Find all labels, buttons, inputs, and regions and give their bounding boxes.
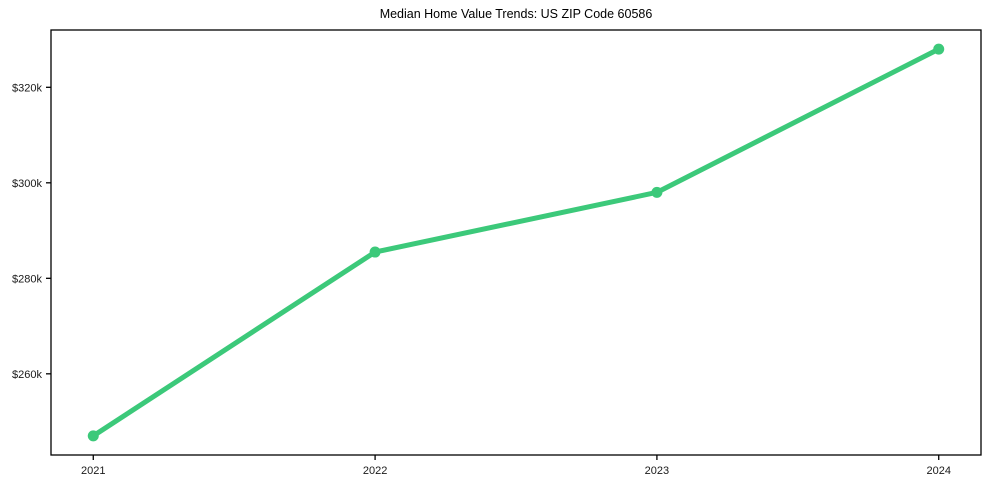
data-point-2023 [651, 186, 663, 198]
chart-title: Median Home Value Trends: US ZIP Code 60… [379, 7, 653, 21]
y-axis-tick-label: $280k [12, 273, 42, 285]
x-axis-tick-label: 2022 [363, 465, 387, 477]
x-axis-tick-label: 2023 [645, 465, 669, 477]
data-point-2021 [87, 430, 99, 442]
y-axis-tick-label: $260k [12, 369, 42, 381]
x-axis-tick-label: 2021 [81, 465, 105, 477]
data-point-2022 [369, 246, 381, 258]
y-axis-tick-label: $320k [12, 82, 42, 94]
data-point-2024 [933, 43, 945, 55]
plot-border [50, 29, 982, 456]
x-axis-tick-label: 2024 [926, 465, 950, 477]
line-series [90, 46, 942, 439]
y-axis-tick-label: $300k [12, 178, 42, 190]
